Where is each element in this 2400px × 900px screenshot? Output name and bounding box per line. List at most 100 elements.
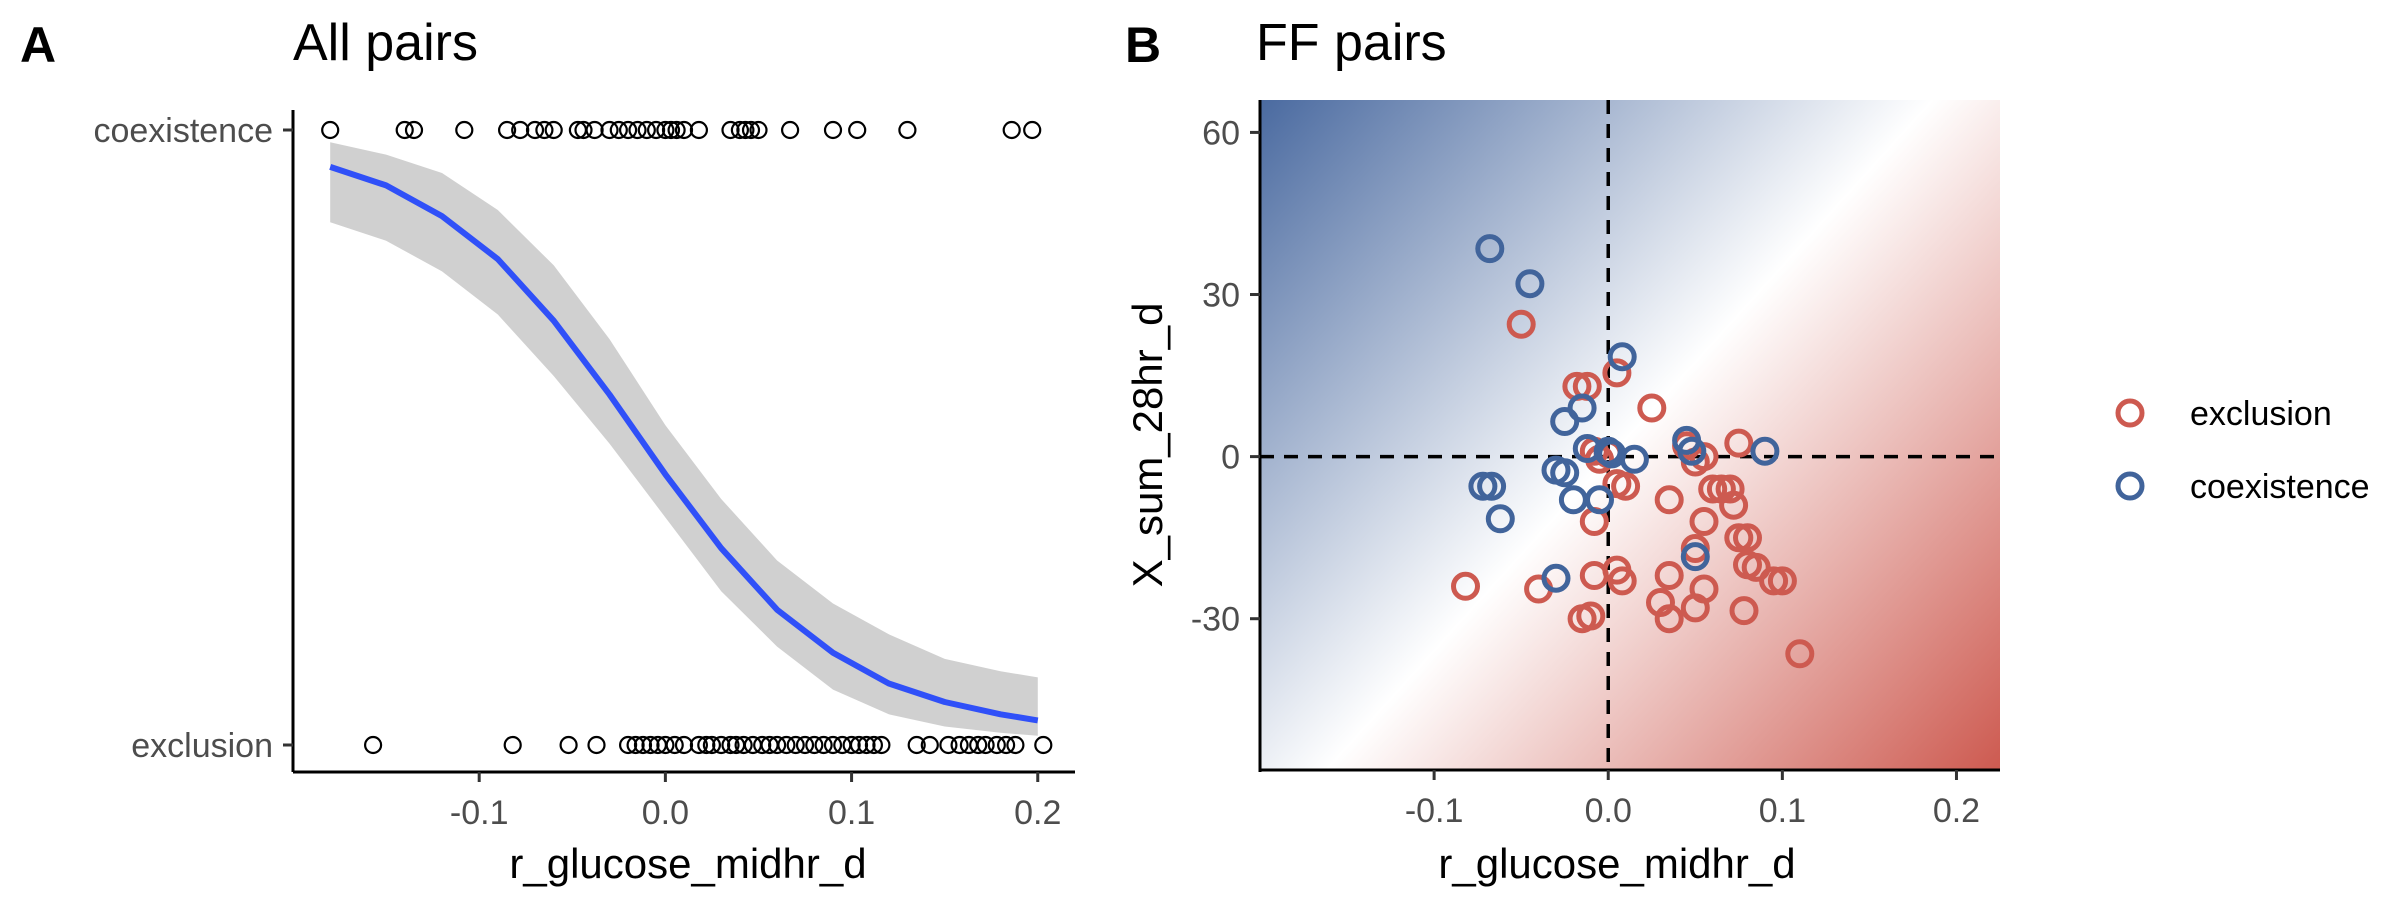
panel-b-title: FF pairs bbox=[1256, 14, 1447, 72]
point-exclusion bbox=[1602, 358, 1632, 388]
point-coexistence bbox=[1541, 563, 1571, 593]
point-exclusion bbox=[823, 735, 843, 755]
point-coexistence bbox=[898, 120, 917, 140]
point-exclusion bbox=[689, 735, 709, 755]
point-exclusion bbox=[1719, 490, 1749, 520]
point-coexistence bbox=[1567, 393, 1597, 423]
point-exclusion bbox=[786, 735, 805, 755]
point-exclusion bbox=[559, 735, 578, 755]
point-exclusion bbox=[1733, 523, 1762, 553]
point-exclusion bbox=[1611, 471, 1641, 501]
x-tick-label: 0.1 bbox=[828, 794, 875, 832]
point-exclusion bbox=[833, 735, 852, 755]
panel-a: A All pairs -0.1 0.0 0.1 0.2 exclusion coexis… bbox=[20, 14, 1075, 887]
point-coexistence bbox=[585, 120, 604, 140]
point-exclusion bbox=[777, 735, 796, 755]
point-exclusion bbox=[1579, 561, 1609, 590]
legend: exclusion coexistence bbox=[2115, 395, 2370, 506]
point-coexistence bbox=[574, 120, 593, 140]
x-tick-label: 0.0 bbox=[642, 794, 689, 832]
point-exclusion bbox=[1689, 507, 1719, 536]
point-coexistence bbox=[1550, 458, 1580, 488]
point-exclusion bbox=[1729, 596, 1759, 626]
point-coexistence bbox=[741, 120, 761, 140]
point-exclusion bbox=[1576, 601, 1606, 631]
point-coexistence bbox=[667, 120, 686, 140]
logistic-fit-line bbox=[329, 164, 1039, 724]
legend-marker-exclusion bbox=[2115, 398, 2145, 428]
point-coexistence bbox=[1677, 436, 1707, 466]
point-exclusion bbox=[1451, 571, 1480, 601]
x-tick-label: 0.2 bbox=[1014, 794, 1061, 832]
point-exclusion bbox=[503, 735, 522, 755]
legend-marker-coexistence bbox=[2115, 471, 2145, 501]
point-coexistence bbox=[689, 120, 709, 140]
point-coexistence bbox=[1550, 407, 1580, 436]
decision-gradient-background bbox=[1260, 100, 2000, 770]
point-coexistence bbox=[618, 120, 638, 140]
point-coexistence bbox=[646, 120, 666, 140]
point-coexistence bbox=[736, 120, 755, 140]
point-exclusion bbox=[1715, 474, 1745, 504]
point-exclusion bbox=[753, 735, 772, 755]
point-exclusion bbox=[920, 735, 939, 755]
x-tick-label: 0.1 bbox=[1759, 792, 1806, 830]
point-coexistence bbox=[1468, 471, 1498, 501]
point-exclusion bbox=[959, 735, 979, 755]
point-exclusion bbox=[950, 735, 969, 755]
reference-lines bbox=[1260, 100, 2000, 770]
point-coexistence bbox=[848, 120, 867, 140]
y-tick-label: 0 bbox=[1221, 439, 1240, 477]
point-exclusion bbox=[587, 735, 606, 755]
point-coexistence bbox=[1485, 504, 1515, 534]
point-exclusion bbox=[364, 735, 383, 755]
point-coexistence bbox=[395, 120, 414, 140]
point-coexistence bbox=[321, 120, 340, 140]
point-exclusion bbox=[814, 735, 833, 755]
point-coexistence bbox=[511, 120, 530, 140]
point-exclusion bbox=[712, 735, 731, 755]
point-exclusion bbox=[1741, 552, 1771, 582]
panel-a-x-axis-title: r_glucose_midhr_d bbox=[509, 840, 866, 887]
point-coexistence bbox=[721, 120, 740, 140]
y-tick-label: coexistence bbox=[93, 112, 273, 150]
point-exclusion bbox=[767, 735, 787, 755]
point-coexistence bbox=[1750, 436, 1780, 466]
point-coexistence bbox=[1515, 269, 1545, 299]
point-exclusion bbox=[987, 735, 1006, 755]
point-coexistence bbox=[1680, 542, 1710, 572]
point-exclusion bbox=[1654, 485, 1684, 515]
point-coexistence bbox=[749, 120, 768, 140]
point-exclusion bbox=[976, 735, 995, 755]
y-tick-label: 60 bbox=[1202, 114, 1240, 152]
point-exclusion bbox=[734, 735, 753, 755]
x-tick-label: -0.1 bbox=[1405, 792, 1464, 830]
point-coexistence bbox=[637, 120, 656, 140]
legend-label-coexistence: coexistence bbox=[2190, 468, 2370, 506]
point-exclusion bbox=[1654, 561, 1684, 590]
point-coexistence bbox=[656, 120, 675, 140]
point-exclusion bbox=[1724, 523, 1754, 553]
point-exclusion bbox=[872, 735, 891, 755]
point-coexistence bbox=[1002, 120, 1021, 140]
legend-label-exclusion: exclusion bbox=[2190, 395, 2332, 433]
point-exclusion bbox=[1607, 566, 1637, 596]
y-tick-label: exclusion bbox=[131, 727, 273, 765]
outcome-points bbox=[321, 120, 1053, 755]
point-coexistence bbox=[455, 120, 474, 140]
point-exclusion bbox=[1759, 566, 1789, 596]
point-coexistence bbox=[730, 120, 750, 140]
point-exclusion bbox=[721, 735, 740, 755]
point-coexistence bbox=[600, 120, 619, 140]
point-exclusion bbox=[1506, 309, 1536, 339]
panel-a-title: All pairs bbox=[293, 14, 478, 72]
point-exclusion bbox=[907, 735, 926, 755]
point-exclusion bbox=[665, 735, 684, 755]
point-coexistence bbox=[1477, 471, 1507, 501]
fit-curve bbox=[329, 164, 1039, 724]
point-exclusion bbox=[805, 735, 824, 755]
point-coexistence bbox=[1607, 342, 1637, 372]
x-tick-label: 0.2 bbox=[1933, 792, 1980, 830]
point-exclusion bbox=[743, 735, 763, 755]
point-exclusion bbox=[1767, 566, 1797, 596]
